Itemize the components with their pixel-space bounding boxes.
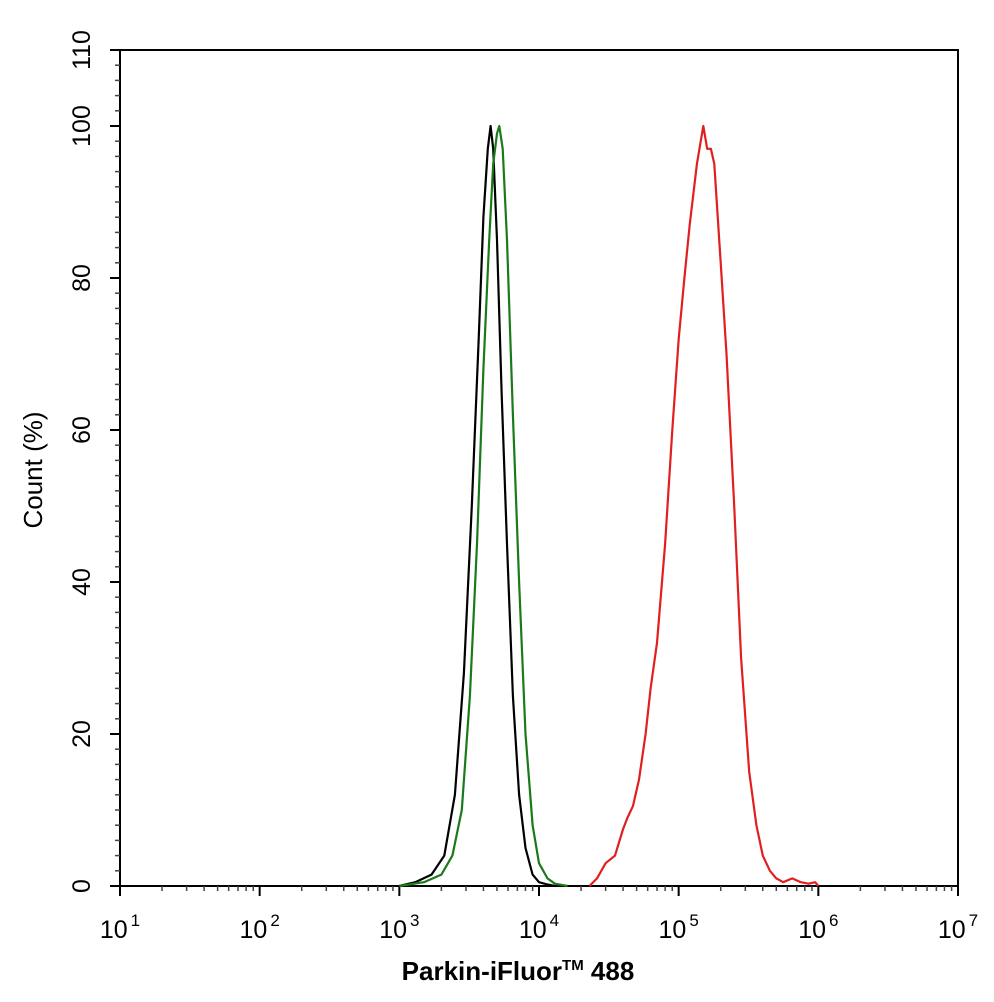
x-axis-title-main: Parkin-iFluor (402, 956, 562, 986)
x-tick-label: 10 3 (379, 911, 419, 944)
y-tick-label: 20 (68, 720, 96, 748)
series-layer (399, 124, 820, 888)
x-tick-exponent: 4 (550, 911, 559, 930)
x-tick-exponent: 3 (410, 911, 419, 930)
y-tick-label: 80 (68, 264, 96, 292)
x-tick-base: 10 (240, 916, 268, 944)
x-tick-base: 10 (519, 916, 547, 944)
y-major-ticks (110, 49, 120, 887)
x-tick-exponent: 5 (689, 911, 698, 930)
y-tick-labels: 0 20 40 60 80 100 110 (68, 30, 96, 893)
x-tick-exponent: 6 (829, 911, 838, 930)
series-line-0 (399, 124, 556, 888)
x-axis-title: Parkin-iFluorTM 488 (402, 956, 635, 986)
series-line-2 (588, 124, 820, 887)
x-tick-base: 10 (798, 916, 826, 944)
x-tick-label: 10 7 (938, 911, 978, 944)
y-tick-label: 40 (68, 568, 96, 596)
plot-frame (119, 49, 959, 887)
x-tick-exponent: 2 (270, 911, 279, 930)
x-tick-exponent: 1 (131, 911, 140, 930)
x-tick-label: 10 5 (659, 911, 699, 944)
x-tick-labels: 10 1 10 2 10 3 10 4 10 5 10 6 10 7 (100, 911, 978, 944)
x-tick-label: 10 2 (240, 911, 280, 944)
x-tick-label: 10 6 (798, 911, 838, 944)
x-tick-label: 10 4 (519, 911, 559, 944)
x-tick-base: 10 (938, 916, 966, 944)
x-tick-base: 10 (659, 916, 687, 944)
y-tick-label: 0 (68, 879, 96, 893)
x-tick-label: 10 1 (100, 911, 140, 944)
x-axis-title-suffix: 488 (584, 956, 635, 986)
x-axis-title-tm: TM (562, 957, 584, 974)
x-minor-ticks (161, 886, 953, 891)
y-tick-label: 100 (68, 105, 96, 147)
x-tick-base: 10 (379, 916, 407, 944)
x-tick-base: 10 (100, 916, 128, 944)
y-minor-ticks (115, 49, 120, 887)
y-axis-title: Count (%) (18, 411, 48, 528)
y-tick-label: 60 (68, 416, 96, 444)
series-line-1 (399, 124, 568, 888)
x-major-ticks (119, 886, 959, 896)
y-tick-label: 110 (68, 30, 96, 70)
x-tick-exponent: 7 (969, 911, 978, 930)
